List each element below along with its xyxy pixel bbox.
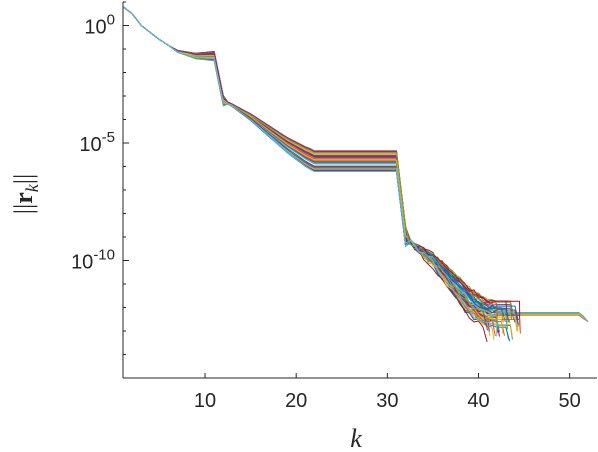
residual-series-line <box>122 6 488 331</box>
residual-series-line <box>122 6 488 343</box>
x-tick-label: 20 <box>285 390 307 412</box>
residual-series-line <box>122 6 496 337</box>
svg-text:||rk||: ||rk|| <box>9 174 42 214</box>
x-axis-label: k <box>350 424 362 452</box>
x-tick-label: 30 <box>376 390 398 412</box>
y-tick-label: 10-10 <box>71 247 115 274</box>
series-layer <box>122 6 589 343</box>
residual-series-line <box>122 6 491 337</box>
residual-series-line <box>122 6 498 337</box>
residual-series-line <box>122 6 511 324</box>
x-tick-label: 50 <box>559 390 581 412</box>
y-tick-label: 100 <box>84 12 115 39</box>
residual-series-line <box>122 6 504 334</box>
residual-series-line <box>122 6 499 331</box>
x-tick-label: 40 <box>467 390 489 412</box>
residual-series-line <box>122 6 495 340</box>
axes-layer: 10 20 30 40 50 100 10-5 10-10 k ||rk|| <box>9 1 597 452</box>
y-axis-label: ||rk|| <box>9 174 42 214</box>
residual-series-line <box>122 6 490 332</box>
x-tick-label: 10 <box>194 390 216 412</box>
y-tick-label: 10-5 <box>79 129 115 156</box>
residual-series-line <box>122 6 500 337</box>
